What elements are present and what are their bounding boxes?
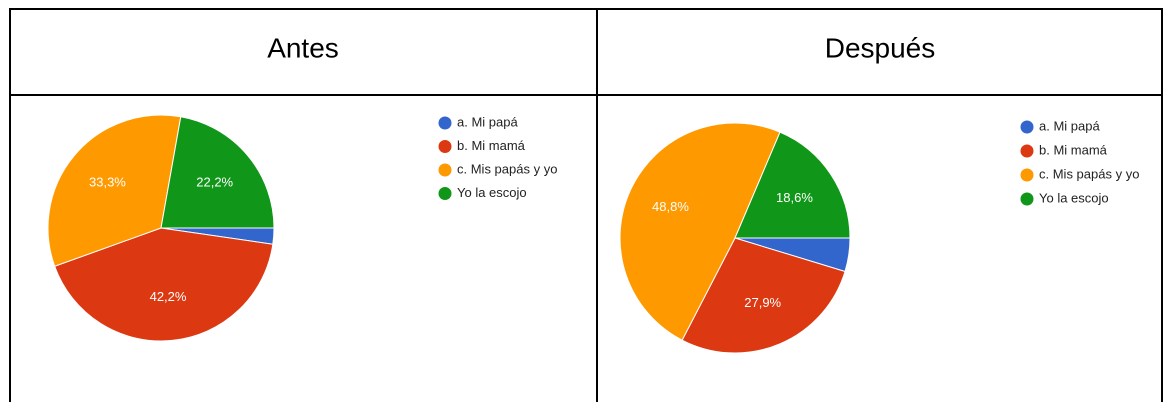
slice-label: 48,8% <box>652 199 689 214</box>
column-header: Después <box>825 32 936 63</box>
slice-label: 18,6% <box>776 190 813 205</box>
pie-slice <box>681 237 846 354</box>
pie-slice <box>160 116 275 229</box>
legend-label: b. Mi mamá <box>457 138 526 153</box>
legend-swatch <box>1020 168 1034 182</box>
legend-swatch <box>1020 144 1034 158</box>
legend-swatch <box>438 163 452 177</box>
legend-swatch <box>1020 192 1034 206</box>
slice-label: 33,3% <box>89 174 126 189</box>
slice-label: 27,9% <box>744 295 781 310</box>
legend-label: b. Mi mamá <box>1039 142 1108 157</box>
legend-swatch <box>1020 120 1034 134</box>
legend-swatch <box>438 187 452 200</box>
legend-swatch <box>438 116 452 130</box>
legend-label: a. Mi papá <box>457 114 518 129</box>
legend-label: a. Mi papá <box>1039 118 1100 133</box>
legend-swatch <box>438 140 452 153</box>
legend-label: Yo la escojo <box>457 185 527 200</box>
column-header: Antes <box>267 32 339 63</box>
pie-slice <box>47 114 182 267</box>
pie-slice <box>54 227 274 342</box>
pie-slice <box>619 122 781 341</box>
pie-slice <box>734 131 851 239</box>
legend-label: c. Mis papás y yo <box>457 161 557 176</box>
legend-label: c. Mis papás y yo <box>1039 166 1139 181</box>
slice-label: 42,2% <box>150 289 187 304</box>
legend-label: Yo la escojo <box>1039 190 1109 205</box>
slice-label: 22,2% <box>196 174 233 189</box>
